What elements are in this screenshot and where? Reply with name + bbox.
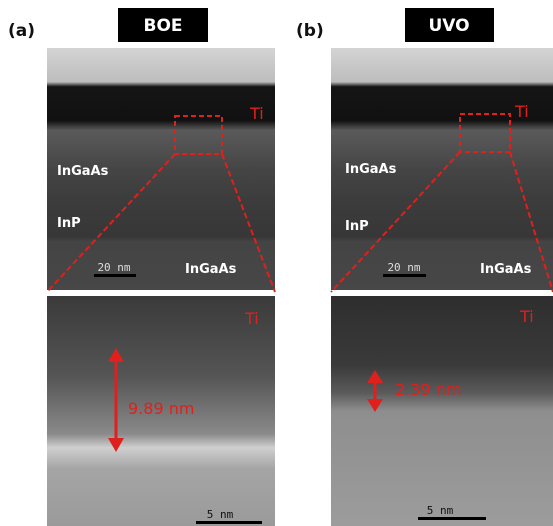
scale-label: 20 nm	[97, 261, 130, 274]
layer-label: InGaAs	[185, 262, 237, 277]
tem-image	[331, 296, 553, 526]
figure: (a) BOE Ti InGaAs InP InGaAs 20 nm Ti 9.…	[0, 0, 553, 526]
ti-label: Ti	[244, 309, 259, 328]
panel-label: (a)	[8, 21, 35, 41]
layer-label: InP	[345, 219, 369, 234]
scale-bar	[418, 517, 486, 520]
ti-label: Ti	[519, 307, 534, 326]
layer-label: InP	[57, 216, 81, 231]
scale-label: 5 nm	[427, 504, 454, 517]
panel-title: UVO	[428, 16, 469, 36]
thickness-label: 9.89 nm	[128, 399, 194, 418]
scale-label: 5 nm	[207, 508, 234, 521]
layer-label: InGaAs	[57, 164, 109, 179]
ti-label: Ti	[249, 104, 264, 123]
scale-bar	[196, 521, 262, 524]
ti-label: Ti	[514, 102, 529, 121]
layer-label: InGaAs	[345, 162, 397, 177]
panel-title: BOE	[143, 16, 182, 36]
scale-label: 20 nm	[387, 261, 420, 274]
thickness-label: 2.39 nm	[395, 380, 461, 399]
panel-label: (b)	[296, 21, 324, 41]
scale-bar	[383, 274, 426, 277]
layer-label: InGaAs	[480, 262, 532, 277]
scale-bar	[94, 274, 136, 277]
